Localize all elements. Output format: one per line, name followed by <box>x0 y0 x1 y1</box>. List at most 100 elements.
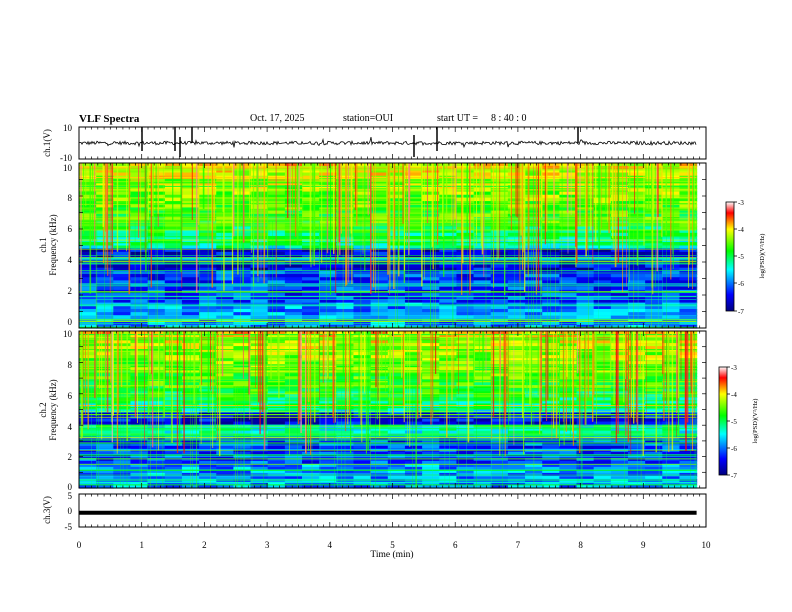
spec2-cell <box>439 391 458 395</box>
spec1-cell <box>645 267 663 272</box>
spec1-cell <box>216 223 234 228</box>
spec2-cell <box>593 385 612 389</box>
spec2-cell <box>525 331 543 335</box>
spec2-cell <box>439 361 458 365</box>
spec2-cell <box>610 376 629 380</box>
spec1-cell <box>130 201 149 205</box>
spec2-cell <box>662 469 681 474</box>
spec1-cell <box>181 255 200 259</box>
spec1-cell <box>181 163 200 167</box>
spec2-cell <box>473 451 492 456</box>
spec1-cell <box>456 264 475 269</box>
spec1-cell <box>576 267 595 272</box>
spec1-cell <box>490 277 509 281</box>
spec1-cell <box>267 194 286 199</box>
spec1-cell <box>610 191 629 196</box>
spec1-cell <box>525 182 543 186</box>
ch1-frequency-ticklabels: 10 8 6 4 2 0 <box>63 163 73 327</box>
spec2-cell <box>542 472 560 477</box>
spec1-cell <box>456 296 475 301</box>
spec1-cell <box>439 182 458 186</box>
spec2-cell <box>593 388 612 392</box>
spec1-cell <box>404 204 423 209</box>
spec2-cell <box>147 331 166 335</box>
spec1-cell <box>250 274 269 278</box>
spec1-cell <box>576 255 595 259</box>
spec2-cell <box>525 346 543 350</box>
spec1-cell <box>181 194 200 199</box>
spec1-cell <box>353 242 372 247</box>
spec1-cell <box>439 318 458 323</box>
spec1-cell <box>216 210 234 215</box>
spec2-cell <box>387 388 406 392</box>
spec2-cell <box>645 457 663 462</box>
spec1-cell <box>147 242 166 247</box>
spec1-cell <box>456 242 475 247</box>
spec2-cell <box>319 478 337 483</box>
spec2-cell <box>456 367 475 371</box>
spec2-cell <box>302 475 320 480</box>
spec2-cell <box>645 361 663 365</box>
spec2-cell <box>507 364 526 368</box>
spec1-cell <box>267 201 286 205</box>
spec1-cell <box>130 280 149 285</box>
spec2-cell <box>199 421 217 426</box>
spec2-cell <box>387 463 406 468</box>
spec2-cell <box>353 331 372 335</box>
spec2-cell <box>645 373 663 377</box>
spec1-cell <box>370 296 389 301</box>
spec2-cell <box>130 346 149 350</box>
spec2-cell <box>645 418 663 423</box>
spec1-cell <box>559 255 578 259</box>
spec1-cell <box>113 223 132 228</box>
spec2-cell <box>593 451 612 456</box>
spec2-cell <box>593 475 612 480</box>
spec1-cell <box>559 274 578 278</box>
spec2-cell <box>130 355 149 359</box>
spec1-cell <box>130 239 149 243</box>
spec1-cell <box>370 216 389 221</box>
spec2-cell <box>576 484 595 489</box>
spec1-cell <box>79 163 97 167</box>
spec1-cell <box>610 299 629 304</box>
spec2-cell <box>404 391 423 395</box>
spec2-cell <box>593 466 612 471</box>
spec2-cell <box>319 436 337 441</box>
spec1-cell <box>610 197 629 202</box>
spec2-cell <box>96 460 114 465</box>
spec2-cell <box>473 439 492 444</box>
spec1-cell <box>456 223 475 228</box>
spec2-cell <box>353 484 372 489</box>
spec1-cell <box>387 229 406 234</box>
spec2-cell <box>473 400 492 405</box>
spec1-cell <box>164 312 183 316</box>
spec1-cell <box>387 286 406 291</box>
spec1-cell <box>370 299 389 304</box>
spec1-cell <box>525 210 543 215</box>
spec2-cell <box>507 355 526 359</box>
spec1-cell <box>319 274 337 278</box>
spec1-cell <box>233 210 252 215</box>
spec1-cell <box>645 226 663 231</box>
spec1-cell <box>319 264 337 269</box>
spec1-cell <box>96 305 114 310</box>
spec1-cell <box>147 324 166 329</box>
spec1-cell <box>525 305 543 310</box>
spec2-cell <box>79 472 97 477</box>
spec2-cell <box>113 385 132 389</box>
spec2-cell <box>370 445 389 450</box>
spec1-cell <box>79 223 97 228</box>
spec2-cell <box>216 439 234 444</box>
spec2-cell <box>645 478 663 483</box>
spec1-cell <box>130 286 149 291</box>
spec1-cell <box>387 245 406 250</box>
spec2-cell <box>610 373 629 377</box>
spec2-cell <box>404 346 423 350</box>
spec1-cell <box>593 318 612 323</box>
spec1-cell <box>439 172 458 177</box>
spec2-cell <box>439 421 458 426</box>
spec2-cell <box>147 340 166 344</box>
spec2-cell <box>645 484 663 489</box>
spec1-cell <box>645 318 663 323</box>
spec1-cell <box>542 255 560 259</box>
